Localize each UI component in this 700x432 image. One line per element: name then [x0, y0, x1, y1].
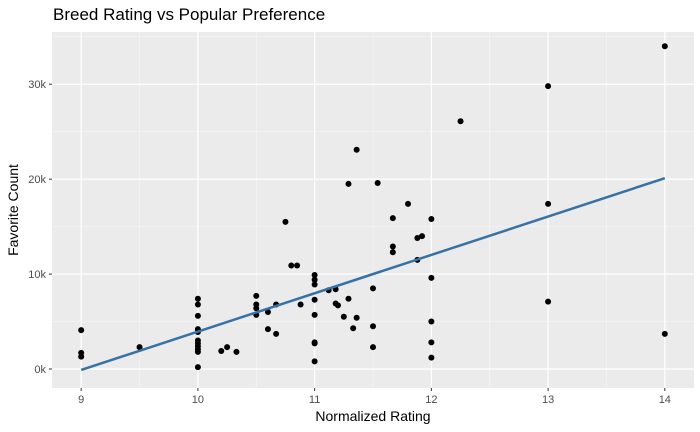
data-point	[370, 344, 376, 351]
data-point	[224, 344, 231, 351]
data-point	[370, 285, 376, 292]
data-point	[428, 354, 435, 361]
y-tick-label: 10k	[28, 269, 46, 281]
y-tick-label: 30k	[28, 79, 46, 91]
data-point	[428, 274, 435, 281]
data-point	[273, 330, 280, 337]
data-point	[288, 262, 295, 269]
data-point	[345, 180, 352, 187]
data-point	[233, 348, 240, 355]
data-point	[194, 312, 201, 319]
x-tick-label: 11	[309, 394, 320, 406]
x-axis-title: Normalized Rating	[315, 408, 430, 424]
data-point	[334, 302, 341, 309]
y-axis-title: Favorite Count	[5, 164, 21, 256]
data-point	[340, 313, 347, 320]
data-point	[311, 276, 318, 283]
data-point	[253, 305, 260, 312]
data-point	[545, 83, 552, 90]
y-tick-label: 20k	[28, 174, 46, 186]
data-point	[350, 325, 357, 332]
data-point	[345, 295, 352, 302]
data-point	[78, 353, 85, 360]
data-point	[282, 218, 289, 225]
data-point	[78, 327, 85, 334]
data-point	[661, 43, 668, 50]
y-tick-label: 0k	[34, 364, 46, 376]
data-point	[389, 243, 396, 250]
data-point	[264, 309, 271, 316]
data-point	[419, 233, 426, 240]
data-point	[264, 326, 271, 333]
data-point	[428, 339, 435, 346]
data-point	[311, 296, 318, 303]
data-point	[428, 216, 435, 223]
data-point	[311, 358, 318, 365]
data-point	[353, 146, 360, 153]
data-point	[457, 118, 464, 125]
data-point	[311, 272, 318, 279]
data-point	[194, 364, 201, 371]
data-point	[136, 344, 143, 351]
data-point	[311, 311, 318, 318]
minor-gridlines	[52, 32, 694, 388]
data-point	[405, 200, 412, 207]
x-tick-label: 9	[78, 394, 84, 406]
data-point	[311, 281, 318, 288]
trend-line	[80, 177, 666, 372]
data-point	[661, 330, 668, 337]
x-tick-label: 10	[192, 394, 204, 406]
x-tick-label: 14	[659, 394, 671, 406]
data-point	[389, 215, 396, 222]
chart-title: Breed Rating vs Popular Preference	[53, 5, 325, 24]
data-point	[389, 249, 396, 256]
data-point	[253, 292, 260, 299]
data-point	[428, 318, 435, 325]
data-point	[194, 295, 201, 302]
data-point	[294, 262, 301, 269]
data-points	[78, 43, 668, 371]
data-point	[218, 347, 225, 354]
data-point	[370, 323, 376, 330]
data-point	[545, 200, 552, 207]
data-point	[545, 298, 552, 305]
data-point	[297, 301, 304, 308]
x-tick-label: 13	[542, 394, 554, 406]
y-axis: 0k 10k 20k 30k	[28, 79, 52, 376]
x-tick-label: 12	[425, 394, 437, 406]
data-point	[414, 235, 421, 242]
data-point	[311, 340, 318, 347]
x-axis: 9 10 11 12 13 14	[78, 388, 671, 406]
data-point	[353, 314, 360, 321]
data-point	[194, 301, 201, 308]
data-point	[194, 348, 201, 355]
data-point	[374, 179, 381, 186]
